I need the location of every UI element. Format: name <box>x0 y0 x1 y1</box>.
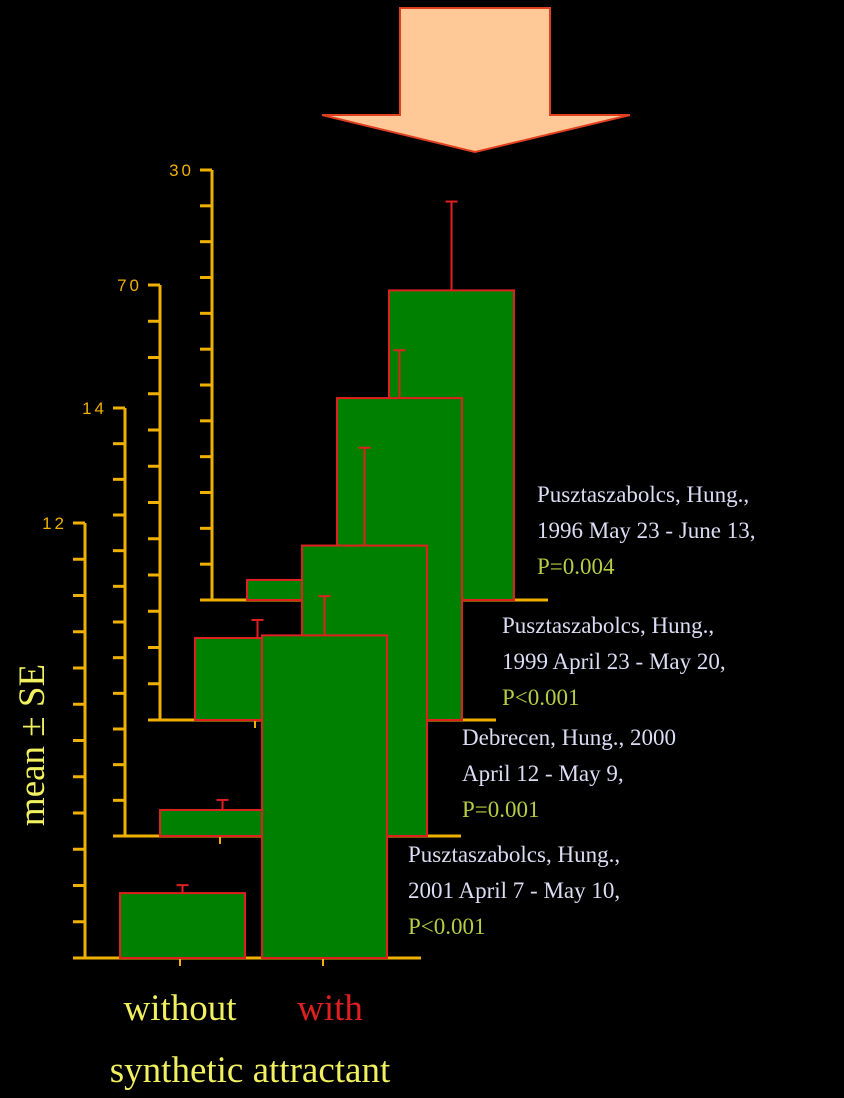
annotation: P=0.001 <box>462 797 540 822</box>
y-tick-label: 70 <box>117 276 142 295</box>
annotation: 1996 May 23 - June 13, <box>537 518 755 543</box>
bar <box>261 634 388 959</box>
annotation: P=0.004 <box>537 554 615 579</box>
annotation: Pusztaszabolcs, Hung., <box>408 842 620 867</box>
bar <box>119 892 246 959</box>
y-tick-label: 14 <box>82 399 107 418</box>
annotation: Pusztaszabolcs, Hung., <box>502 613 714 638</box>
x-tick-label: without <box>123 988 237 1029</box>
annotation: 2001 April 7 - May 10, <box>408 878 620 903</box>
annotation: Debrecen, Hung., 2000 <box>462 725 676 750</box>
x-axis-label: synthetic attractant <box>110 1050 391 1091</box>
y-axis-label: mean ± SE <box>12 664 53 826</box>
annotation: P<0.001 <box>502 685 580 710</box>
arrow <box>321 7 631 154</box>
annotation: 1999 April 23 - May 20, <box>502 649 726 674</box>
y-tick-label: 12 <box>42 514 67 533</box>
annotation: Pusztaszabolcs, Hung., <box>537 482 749 507</box>
annotation: P<0.001 <box>408 914 486 939</box>
annotation: April 12 - May 9, <box>462 761 624 786</box>
x-tick-label: with <box>297 988 363 1029</box>
y-tick-label: 30 <box>169 161 194 180</box>
